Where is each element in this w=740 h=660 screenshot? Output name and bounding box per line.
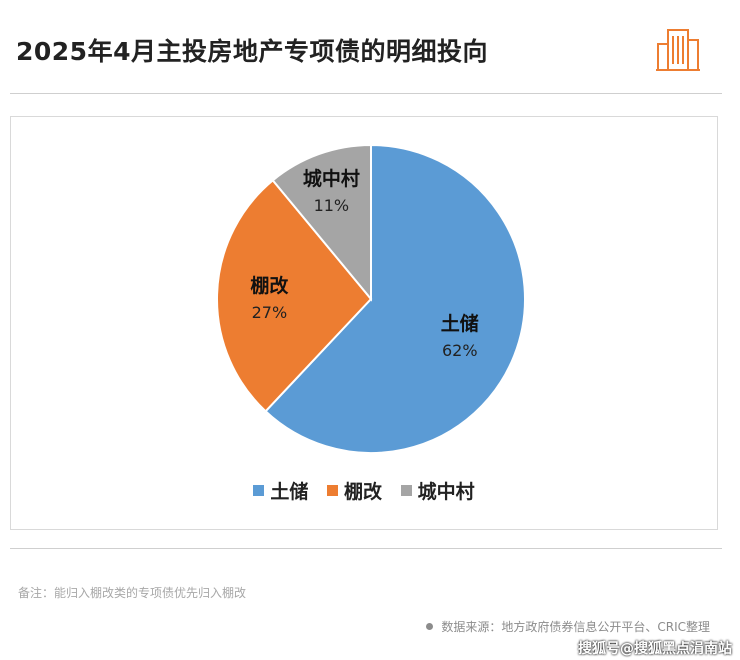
legend-item-tuchu: 土储	[253, 477, 308, 504]
slice-name-label-1: 棚改	[250, 274, 289, 297]
slice-name-label-2: 城中村	[303, 167, 360, 190]
legend-item-penggai: 棚改	[326, 477, 382, 504]
legend-label-penggai: 棚改	[343, 481, 382, 503]
page-title: 2025年4月主投房地产专项债的明细投向	[16, 37, 488, 66]
pie-chart: 土储 62% 棚改 27% 城中村 11%	[216, 143, 526, 454]
chart-legend: 土储 棚改 城中村	[11, 477, 717, 504]
data-source: 数据来源：地方政府债券信息公开平台、CRIC整理	[426, 618, 710, 635]
legend-swatch-tuchu	[253, 485, 265, 496]
title-divider	[10, 93, 722, 94]
legend-swatch-penggai	[326, 485, 338, 496]
slice-value-label-1: 27%	[252, 303, 288, 322]
legend-item-chengzhongcun: 城中村	[400, 477, 475, 504]
footnote: 备注：能归入棚改类的专项债优先归入棚改	[18, 586, 247, 600]
building-icon	[656, 29, 700, 71]
slice-name-label-0: 土储	[441, 312, 479, 335]
slice-value-label-0: 62%	[442, 341, 478, 360]
bullet-icon	[426, 623, 434, 630]
legend-label-chengzhongcun: 城中村	[417, 481, 475, 503]
pie-slice-0	[264, 143, 526, 454]
chart-panel: 土储 62% 棚改 27% 城中村 11% 土储 棚改 城中村	[10, 116, 718, 530]
pie-slice-2	[271, 143, 372, 302]
footer-divider	[10, 548, 722, 549]
slice-value-label-2: 11%	[314, 196, 350, 215]
data-source-text: 数据来源：地方政府债券信息公开平台、CRIC整理	[441, 620, 710, 634]
legend-swatch-chengzhongcun	[400, 485, 412, 496]
watermark-credit: 搜狐号@搜狐黑点涓南站	[578, 641, 732, 657]
legend-label-tuchu: 土储	[270, 481, 309, 503]
pie-slice-1	[216, 178, 373, 413]
